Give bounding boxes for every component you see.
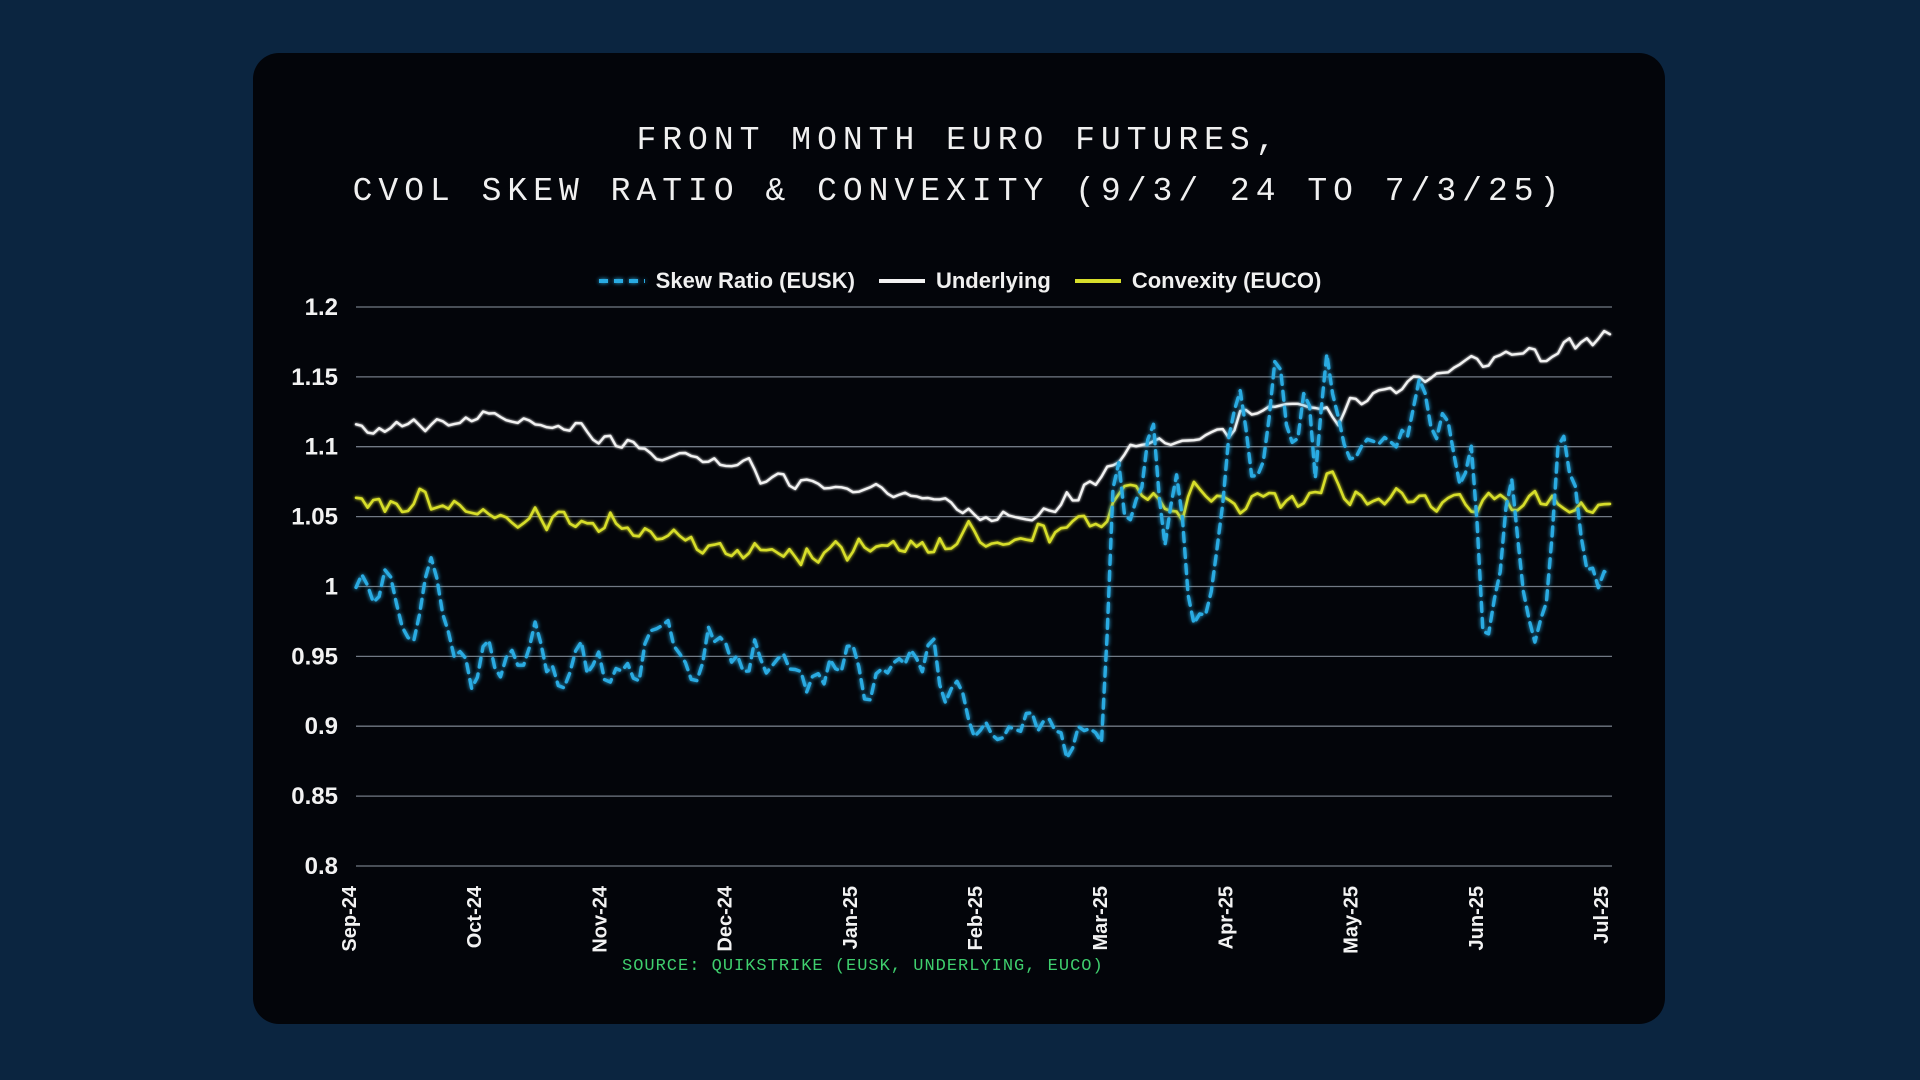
svg-text:Oct-24: Oct-24 [464,885,486,948]
svg-text:1: 1 [325,574,338,601]
svg-text:0.85: 0.85 [291,783,338,810]
svg-text:Jan-25: Jan-25 [840,886,862,949]
svg-text:May-25: May-25 [1341,886,1363,954]
svg-text:Jul-25: Jul-25 [1591,886,1613,944]
svg-text:1.1: 1.1 [305,434,338,461]
svg-text:Dec-24: Dec-24 [715,885,737,951]
svg-text:Feb-25: Feb-25 [965,886,987,950]
svg-text:Jun-25: Jun-25 [1466,886,1488,950]
svg-text:1.05: 1.05 [291,504,338,531]
svg-text:0.8: 0.8 [305,853,338,880]
svg-text:Nov-24: Nov-24 [589,885,611,953]
svg-text:Apr-25: Apr-25 [1215,886,1237,949]
svg-text:1.2: 1.2 [305,294,338,321]
svg-text:Sep-24: Sep-24 [339,885,361,951]
svg-text:Mar-25: Mar-25 [1090,886,1112,950]
svg-text:0.9: 0.9 [305,713,338,740]
svg-text:0.95: 0.95 [291,643,338,670]
svg-text:1.15: 1.15 [291,364,338,391]
